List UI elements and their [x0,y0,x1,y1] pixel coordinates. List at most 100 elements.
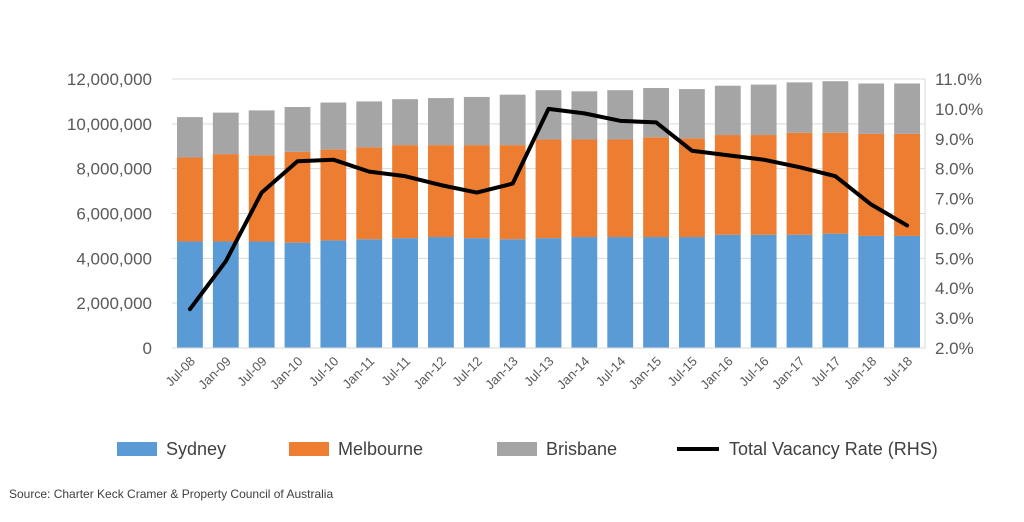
bar-brisbane-3 [284,107,311,152]
bar-sydney-16 [750,234,777,348]
bar-melbourne-10 [535,139,562,239]
bar-sydney-5 [356,239,383,348]
x-tick-label: Jan-16 [697,354,736,393]
bar-sydney-13 [643,237,669,348]
bar-sydney-6 [392,238,418,348]
bar-melbourne-2 [248,155,275,242]
bar-brisbane-16 [750,84,777,136]
y-tick-label: 6,000,000 [76,205,152,224]
bar-melbourne-17 [786,132,813,235]
x-tick-label: Jul-18 [880,354,916,390]
y2-tick-label: 2.0% [935,339,974,358]
bar-brisbane-8 [463,96,490,146]
legend: Sydney Melbourne Brisbane Total Vacancy Rat… [117,439,938,459]
y2-tick-label: 6.0% [935,219,974,238]
x-tick-label: Jan-09 [195,354,234,393]
bar-melbourne-13 [643,137,669,238]
x-tick-label: Jan-10 [267,354,306,393]
bar-sydney-15 [714,234,741,348]
x-tick-label: Jan-15 [625,354,664,393]
y-tick-label: 10,000,000 [67,115,152,134]
x-tick-label: Jan-18 [841,354,880,393]
x-tick-label: Jul-10 [306,354,342,390]
bar-sydney-9 [499,239,526,348]
y2-tick-label: 9.0% [935,130,974,149]
bar-melbourne-4 [320,149,347,241]
bar-brisbane-20 [894,83,920,134]
bar-melbourne-6 [392,145,418,239]
bar-melbourne-11 [571,139,598,238]
bar-melbourne-16 [750,135,777,235]
x-tick-label: Jan-12 [410,354,449,393]
y2-tick-label: 7.0% [935,190,974,209]
bar-melbourne-19 [858,133,885,236]
bar-sydney-3 [284,242,311,348]
legend-label-sydney: Sydney [166,439,226,459]
y2-tick-label: 8.0% [935,160,974,179]
x-tick-label: Jul-09 [234,354,270,390]
legend-swatch-melbourne [289,442,329,456]
bar-brisbane-5 [356,101,383,148]
legend-label-brisbane: Brisbane [546,439,617,459]
bar-melbourne-9 [499,145,526,240]
bar-melbourne-15 [714,135,741,235]
source-note: Source: Charter Keck Cramer & Property C… [9,487,334,501]
x-tick-label: Jul-15 [664,354,700,390]
x-tick-label: Jul-08 [162,354,198,390]
y-tick-label: 12,000,000 [67,70,152,89]
bar-brisbane-18 [822,81,849,133]
bar-sydney-19 [858,235,885,348]
x-tick-label: Jul-17 [808,354,844,390]
bar-melbourne-3 [284,151,311,243]
left-axis-tick-labels: 0 2,000,000 4,000,000 6,000,000 8,000,000 10,… [67,70,152,358]
y2-tick-label: 10.0% [935,100,983,119]
x-tick-label: Jul-11 [378,354,413,389]
y2-tick-label: 4.0% [935,279,974,298]
y2-tick-label: 3.0% [935,309,974,328]
bar-brisbane-7 [428,98,454,146]
bar-melbourne-14 [679,138,705,238]
x-tick-label: Jul-14 [593,354,629,390]
bar-melbourne-1 [212,154,239,242]
bar-sydney-7 [428,237,454,348]
bar-melbourne-0 [177,157,203,242]
legend-swatch-sydney [117,442,157,456]
bar-brisbane-17 [786,82,813,133]
bar-brisbane-9 [499,94,526,146]
x-tick-label: Jul-12 [449,354,485,390]
right-axis-tick-labels: 2.0% 3.0% 4.0% 5.0% 6.0% 7.0% 8.0% 9.0% 10.0% 11.… [935,70,983,358]
y-tick-label: 8,000,000 [76,160,152,179]
bar-brisbane-1 [212,112,239,155]
vacancy-rate-polyline [187,106,910,312]
bar-brisbane-4 [320,102,347,150]
bar-sydney-18 [822,233,849,348]
bar-melbourne-12 [607,139,634,238]
bar-sydney-17 [786,234,813,348]
bar-sydney-14 [679,237,705,348]
x-tick-label: Jan-11 [339,354,377,392]
bar-sydney-8 [463,238,490,348]
bar-brisbane-0 [177,117,203,158]
legend-label-melbourne: Melbourne [338,439,423,459]
vacancy-rate-line [187,106,910,312]
y-tick-label: 4,000,000 [76,249,152,268]
bar-brisbane-6 [392,99,418,146]
bar-brisbane-14 [679,89,705,139]
bar-melbourne-5 [356,147,383,240]
bar-brisbane-19 [858,83,885,134]
bar-brisbane-12 [607,90,634,140]
legend-label-total-vacancy-rate-rhs: Total Vacancy Rate (RHS) [729,439,938,459]
y2-tick-label: 5.0% [935,249,974,268]
x-tick-label: Jan-17 [769,354,808,393]
bar-sydney-2 [248,241,275,348]
bar-sydney-4 [320,240,347,348]
bar-sydney-11 [571,237,598,348]
bars [177,81,920,348]
bar-melbourne-7 [428,145,454,238]
x-tick-label: Jan-13 [482,354,521,393]
x-tick-label: Jul-13 [521,354,557,390]
x-tick-label: Jul-16 [736,354,772,390]
y2-tick-label: 11.0% [935,70,982,89]
